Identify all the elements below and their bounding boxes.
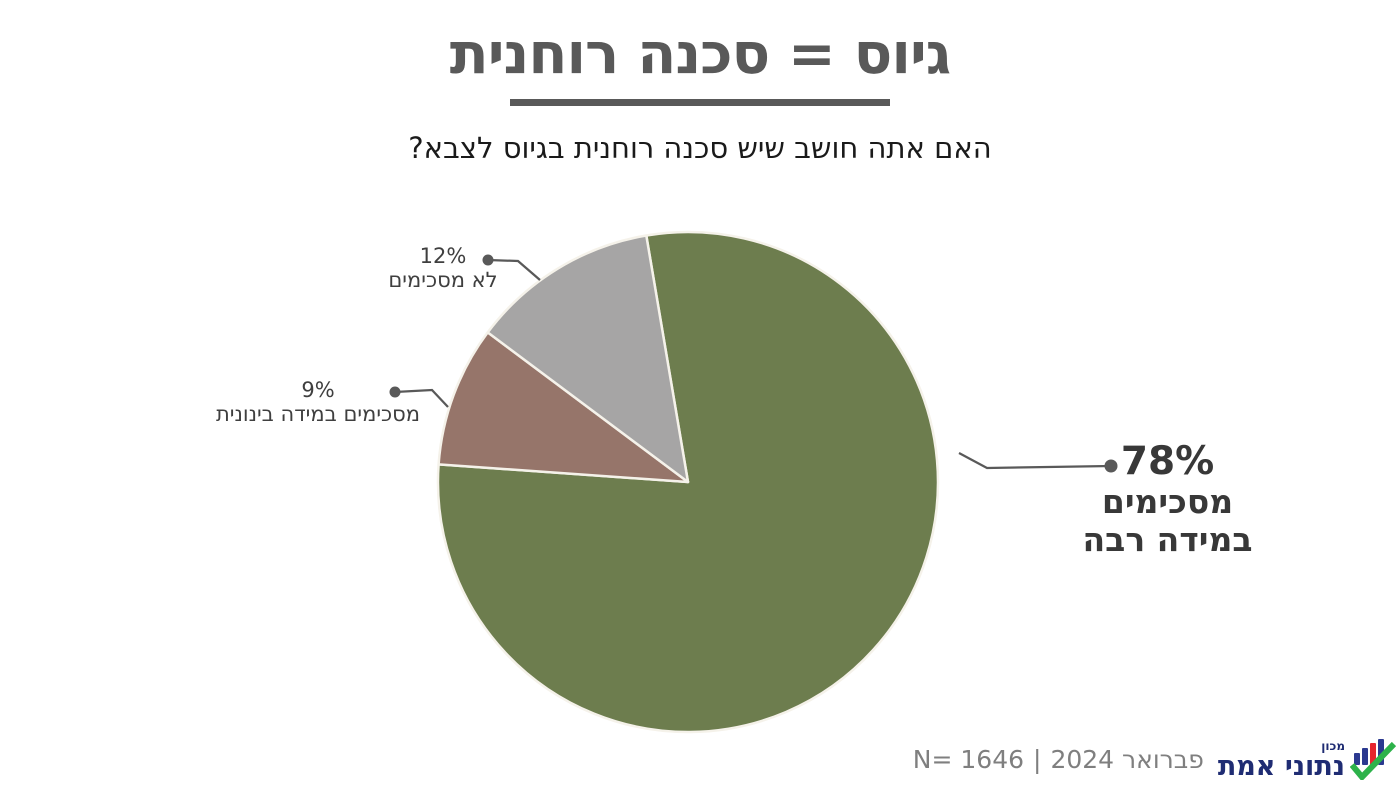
sample-size-note: N= 1646 | פברואר 2024 <box>913 745 1204 775</box>
logo-brand-name: נתוני אמת <box>1217 751 1345 782</box>
callout-pct: 12% <box>419 244 467 268</box>
title-underline <box>510 99 890 106</box>
pie-chart <box>436 230 940 734</box>
logo-bar-2 <box>1362 748 1368 765</box>
callout-label-agree-strongly: 78% מסכימים במידה רבה <box>1030 441 1305 559</box>
callout-pct: 78% <box>1120 439 1215 484</box>
callout-text: מסכימים במידה רבה <box>1030 483 1305 559</box>
callout-text-line2: במידה רבה <box>1082 520 1253 559</box>
survey-question: האם אתה חושב שיש סכנה רוחנית בגיוס לצבא? <box>408 131 992 165</box>
pie-slice-1 <box>437 331 690 484</box>
pie-slice-2 <box>486 234 690 484</box>
logo-word-institute: מכון <box>1321 739 1345 753</box>
sample-date: פברואר 2024 <box>1050 745 1204 774</box>
callout-text: מסכימים במידה בינונית <box>215 402 421 426</box>
sample-n: N= 1646 <box>912 745 1024 774</box>
checkmark-icon <box>1350 741 1396 780</box>
brand-logo: מכון נתוני אמת <box>1218 738 1396 781</box>
callout-label-dont-agree: 12% לא מסכימים <box>333 244 553 292</box>
brand-logo-text: מכון נתוני אמת <box>1218 740 1345 781</box>
callout-text: לא מסכימים <box>388 268 498 292</box>
sample-separator: | <box>1033 745 1042 774</box>
logo-bar-1 <box>1354 753 1360 765</box>
page-title: גיוס = סכנה רוחנית <box>449 21 951 87</box>
logo-bar-3 <box>1370 743 1376 765</box>
footer: N= 1646 | פברואר 2024 מכון נתוני אמת <box>913 738 1396 781</box>
brand-logo-icon <box>1350 739 1396 780</box>
callout-label-agree-moderately: 9% מסכימים במידה בינונית <box>196 378 440 426</box>
callout-text-line1: מסכימים <box>1101 482 1234 521</box>
callout-pct: 9% <box>301 378 335 402</box>
